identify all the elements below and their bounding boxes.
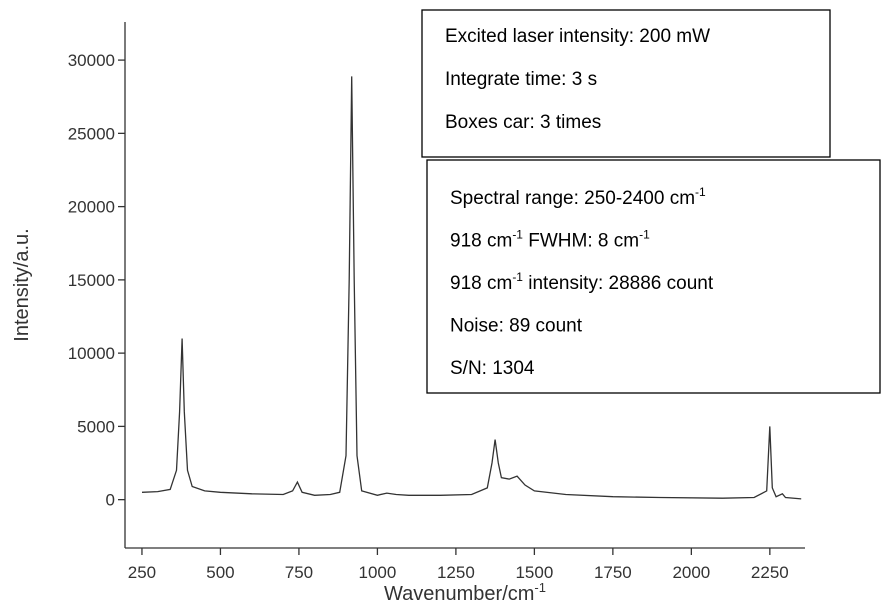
y-tick-label: 15000	[68, 271, 115, 290]
x-tick-label: 2000	[672, 563, 710, 582]
annotation-text: S/N: 1304	[450, 358, 535, 379]
annotation-text: Excited laser intensity: 200 mW	[445, 26, 710, 47]
annotation-text: Boxes car: 3 times	[445, 112, 601, 133]
x-tick-label: 500	[206, 563, 234, 582]
y-tick-label: 30000	[68, 51, 115, 70]
x-tick-label: 1750	[594, 563, 632, 582]
annotation-line: Spectral range: 250-2400 cm-1	[450, 185, 706, 209]
y-tick-label: 10000	[68, 344, 115, 363]
annotation-line: Noise: 89 count	[450, 316, 583, 337]
y-tick-label: 0	[106, 491, 115, 510]
x-tick-label: 1000	[358, 563, 396, 582]
superscript: -1	[639, 228, 650, 242]
superscript: -1	[695, 185, 706, 199]
annotation-line: 918 cm-1 FWHM: 8 cm-1	[450, 228, 650, 252]
annotation-line: Boxes car: 3 times	[445, 112, 601, 133]
annotation-text: Spectral range: 250-2400 cm	[450, 188, 695, 209]
annotation-text: intensity: 28886 count	[523, 273, 714, 294]
x-tick-label: 1250	[437, 563, 475, 582]
x-axis-title: Wavenumber/cm-1	[384, 580, 546, 605]
annotation-line: Excited laser intensity: 200 mW	[445, 26, 710, 47]
superscript: -1	[512, 228, 523, 242]
annotation-text: Noise: 89 count	[450, 316, 583, 337]
spectrum-line	[141, 76, 802, 500]
annotation-line: 918 cm-1 intensity: 28886 count	[450, 270, 714, 294]
annotation-text: Integrate time: 3 s	[445, 69, 597, 90]
annotation-text: 918 cm	[450, 231, 512, 252]
x-tick-label: 2250	[751, 563, 789, 582]
y-axis-title: Intensity/a.u.	[11, 228, 33, 341]
x-tick-label: 750	[285, 563, 313, 582]
x-axis-title-text: Wavenumber/cm	[384, 583, 534, 605]
y-tick-label: 20000	[68, 198, 115, 217]
annotation-box	[426, 159, 881, 394]
superscript: -1	[534, 580, 546, 595]
superscript: -1	[512, 270, 523, 284]
annotation-line: S/N: 1304	[450, 358, 535, 379]
annotation-line: Integrate time: 3 s	[445, 69, 597, 90]
annotation-box	[421, 9, 831, 158]
y-tick-label: 5000	[77, 417, 115, 436]
y-tick-label: 25000	[68, 124, 115, 143]
x-tick-label: 250	[128, 563, 156, 582]
annotation-text: FWHM: 8 cm	[523, 231, 639, 252]
x-tick-label: 1500	[515, 563, 553, 582]
annotation-text: 918 cm	[450, 273, 512, 294]
